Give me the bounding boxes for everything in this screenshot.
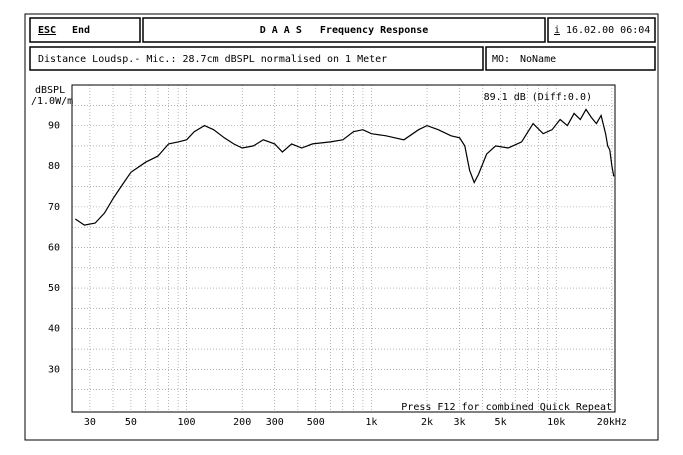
datetime: 16.02.00 06:04 — [566, 25, 650, 36]
y-tick-label: 60 — [48, 242, 60, 253]
x-tick-label: 1k — [365, 417, 377, 428]
x-tick-label: 100 — [178, 417, 196, 428]
y-tick-label: 40 — [48, 324, 60, 335]
x-tick-label: 2k — [421, 417, 433, 428]
plot-frame — [71, 84, 616, 413]
x-tick-label: 5k — [495, 417, 507, 428]
mo-box — [485, 46, 656, 71]
y-tick-label: 30 — [48, 364, 60, 375]
x-tick-label: 300 — [266, 417, 284, 428]
y-label: dBSPL — [35, 85, 65, 96]
x-tick-label: 500 — [307, 417, 325, 428]
outer-frame — [24, 13, 659, 441]
annotation: 89.1 dB (Diff:0.0) — [484, 92, 592, 103]
y-tick-label: 50 — [48, 283, 60, 294]
x-tick-label: 30 — [84, 417, 96, 428]
response-curve — [74, 108, 615, 226]
y-tick-label: 80 — [48, 161, 60, 172]
info-key[interactable]: i — [554, 25, 560, 36]
title-box — [142, 17, 546, 43]
footer-note: Press F12 for combined Quick Repeat — [401, 402, 612, 413]
note-box — [29, 46, 484, 71]
x-tick-label: 10k — [547, 417, 565, 428]
title: D A A S Frequency Response — [260, 25, 429, 36]
mo-value: NoName — [520, 54, 556, 65]
date-box — [547, 17, 656, 43]
distance-note: Distance Loudsp.- Mic.: 28.7cm dBSPL nor… — [38, 54, 387, 65]
esc-box[interactable] — [29, 17, 141, 43]
end-label[interactable]: End — [72, 25, 90, 36]
x-tick-label: 200 — [233, 417, 251, 428]
esc-key[interactable]: ESC — [38, 25, 56, 36]
x-tick-label: 20kHz — [597, 417, 627, 428]
x-tick-label: 50 — [125, 417, 137, 428]
mo-label: MO: — [492, 54, 510, 65]
x-tick-label: 3k — [454, 417, 466, 428]
y-label: /1.0W/m — [31, 96, 73, 107]
y-tick-label: 70 — [48, 202, 60, 213]
y-tick-label: 90 — [48, 121, 60, 132]
